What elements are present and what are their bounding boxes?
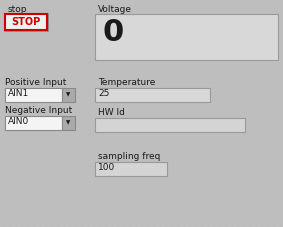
Text: AIN0: AIN0 xyxy=(8,117,29,126)
Text: 100: 100 xyxy=(98,163,115,172)
Text: STOP: STOP xyxy=(11,17,41,27)
Bar xyxy=(4,13,48,31)
Bar xyxy=(95,162,167,176)
Bar xyxy=(5,116,62,130)
Bar xyxy=(95,88,210,102)
Bar xyxy=(95,14,278,60)
Text: ▼: ▼ xyxy=(67,121,71,126)
Text: AIN1: AIN1 xyxy=(8,89,29,98)
Bar xyxy=(5,14,47,30)
Text: 25: 25 xyxy=(98,89,109,98)
Text: Positive Input: Positive Input xyxy=(5,78,67,87)
Text: Temperature: Temperature xyxy=(98,78,155,87)
Bar xyxy=(5,88,62,102)
Text: Negative Input: Negative Input xyxy=(5,106,72,115)
Text: ▼: ▼ xyxy=(67,92,71,98)
Text: stop: stop xyxy=(8,5,27,14)
Text: sampling freq: sampling freq xyxy=(98,152,160,161)
Text: HW Id: HW Id xyxy=(98,108,125,117)
Text: 0: 0 xyxy=(103,18,124,47)
Text: Voltage: Voltage xyxy=(98,5,132,14)
Bar xyxy=(62,116,75,130)
Bar xyxy=(62,88,75,102)
Bar xyxy=(95,118,245,132)
